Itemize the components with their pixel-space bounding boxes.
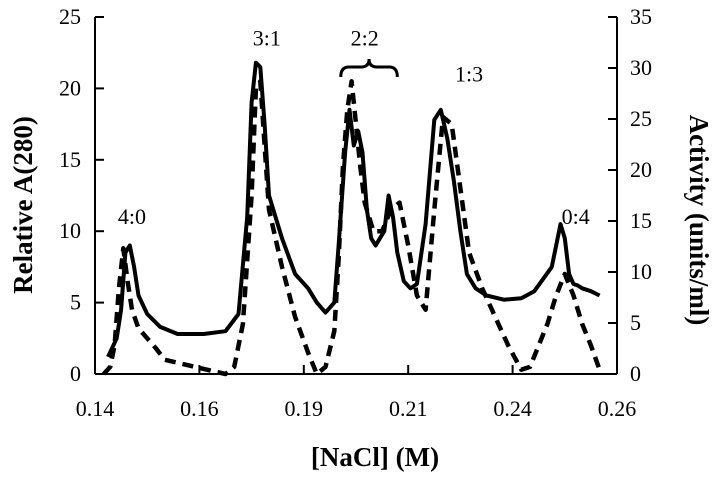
peak-label: 0:4: [562, 204, 590, 229]
y-axis-right-title: Activity (units/ml): [684, 115, 714, 326]
y-left-tick-label: 25: [59, 4, 81, 29]
x-tick-label: 0.14: [76, 396, 115, 421]
x-tick-label: 0.19: [285, 396, 324, 421]
y-right-tick-label: 5: [630, 310, 641, 335]
x-tick-label: 0.21: [389, 396, 428, 421]
x-tick-label: 0.24: [493, 396, 532, 421]
y-left-tick-label: 20: [59, 75, 81, 100]
peak-label: 3:1: [253, 26, 281, 51]
y-right-tick-label: 10: [630, 259, 652, 284]
y-right-tick-label: 25: [630, 106, 652, 131]
y-axis-left: 0 5 10 15 20 25: [59, 4, 104, 386]
peak-label: 1:3: [455, 61, 483, 86]
y-axis-left-title: Relative A(280): [8, 116, 38, 294]
y-right-tick-label: 35: [630, 4, 652, 29]
y-right-tick-label: 0: [630, 361, 641, 386]
peak-group-bracket: [339, 58, 399, 78]
series-layer: [102, 60, 602, 377]
y-axis-right: 0 5 10 15 20 25 30 35: [608, 4, 652, 386]
peak-annotations: 4:0 3:1 2:2 1:3 0:4: [118, 26, 590, 229]
y-right-tick-label: 15: [630, 208, 652, 233]
y-left-tick-label: 15: [59, 147, 81, 172]
peak-label: 2:2: [351, 26, 379, 51]
y-left-tick-label: 10: [59, 218, 81, 243]
x-axis-title: [NaCl] (M): [311, 442, 439, 472]
x-tick-label: 0.16: [180, 396, 219, 421]
y-right-tick-label: 20: [630, 157, 652, 182]
y-left-tick-label: 5: [70, 290, 81, 315]
plot-area: [94, 17, 618, 375]
x-tick-label: 0.26: [598, 396, 637, 421]
y-right-tick-label: 30: [630, 55, 652, 80]
peak-label: 4:0: [118, 204, 146, 229]
dashed-series-line: [102, 79, 602, 377]
x-axis: 0.14 0.16 0.19 0.21 0.24 0.26: [76, 365, 637, 421]
y-left-tick-label: 0: [70, 361, 81, 386]
solid-series-line: [106, 60, 601, 358]
